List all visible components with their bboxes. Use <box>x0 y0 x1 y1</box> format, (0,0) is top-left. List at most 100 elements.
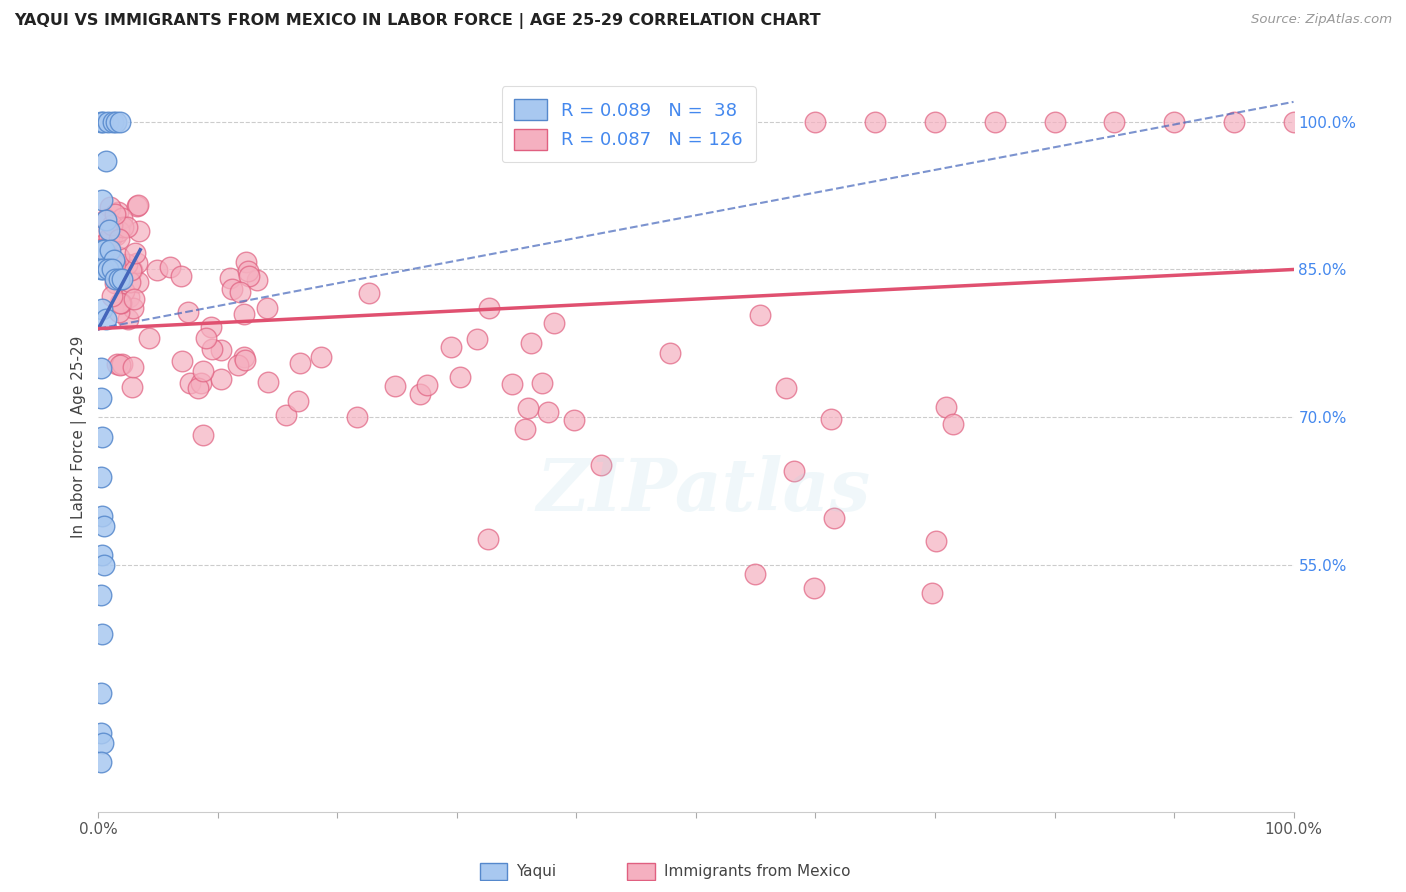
Point <box>121 379 143 393</box>
Point <box>107 272 129 286</box>
Point <box>256 301 278 316</box>
Point <box>93 227 115 241</box>
Text: Yaqui: Yaqui <box>516 864 557 879</box>
Point <box>110 296 132 310</box>
Point <box>1222 114 1246 128</box>
Point <box>209 343 232 357</box>
Point <box>94 213 117 227</box>
Point <box>98 223 121 237</box>
Point <box>783 464 806 478</box>
Point <box>359 285 381 300</box>
Point <box>110 261 132 276</box>
Point <box>107 204 129 219</box>
Point <box>823 511 845 525</box>
Point <box>100 218 122 232</box>
Point <box>235 255 257 269</box>
Point <box>105 358 128 372</box>
Point <box>984 114 1007 128</box>
Point <box>111 211 134 226</box>
Point <box>219 270 242 285</box>
Point <box>118 290 141 304</box>
Point <box>309 351 332 365</box>
Point <box>440 340 463 354</box>
Point <box>346 409 368 424</box>
Point <box>233 350 256 364</box>
Point <box>100 289 122 303</box>
Point <box>127 197 149 211</box>
Point <box>115 257 138 271</box>
Point <box>101 114 124 128</box>
Point <box>257 375 280 389</box>
Point <box>229 285 252 300</box>
Point <box>90 756 112 770</box>
Point <box>93 558 115 573</box>
Text: ZIPatlas: ZIPatlas <box>536 455 870 526</box>
Point <box>91 549 114 563</box>
Point <box>97 262 120 277</box>
Point <box>90 242 112 256</box>
Point <box>127 275 149 289</box>
Point <box>409 386 432 401</box>
Point <box>543 317 565 331</box>
Point <box>114 284 136 298</box>
Point <box>925 533 948 548</box>
Point <box>112 220 135 235</box>
Point <box>91 736 114 750</box>
Point <box>515 422 537 436</box>
Point <box>124 246 146 260</box>
Point <box>226 358 249 372</box>
Point <box>108 295 131 310</box>
Point <box>91 627 114 641</box>
Point <box>121 360 143 375</box>
Point <box>478 301 501 315</box>
Point <box>104 277 127 291</box>
Y-axis label: In Labor Force | Age 25-29: In Labor Force | Age 25-29 <box>72 336 87 538</box>
Point <box>138 331 160 345</box>
Point <box>942 417 965 431</box>
Point <box>287 393 309 408</box>
Point <box>477 533 499 547</box>
Point <box>531 376 554 390</box>
Point <box>121 301 143 315</box>
Point <box>91 114 114 128</box>
Point <box>93 250 115 264</box>
Point <box>209 372 232 386</box>
Point <box>1043 114 1066 128</box>
Point <box>104 207 127 221</box>
Point <box>93 236 115 251</box>
Point <box>90 686 112 700</box>
Point <box>201 342 224 356</box>
Point <box>90 391 112 405</box>
Point <box>110 262 132 277</box>
Point <box>98 231 121 245</box>
Point <box>1163 114 1185 128</box>
Point <box>232 307 254 321</box>
Point <box>91 262 114 277</box>
Point <box>90 726 112 740</box>
Point <box>235 352 257 367</box>
Point <box>276 408 298 422</box>
Point <box>91 243 114 257</box>
Point <box>103 252 125 267</box>
Point <box>104 257 127 271</box>
Point <box>501 376 523 391</box>
Point <box>803 581 825 595</box>
Point <box>111 261 134 276</box>
Point <box>104 271 127 285</box>
Point <box>94 311 117 326</box>
Point <box>177 305 200 319</box>
Point <box>924 114 946 128</box>
Point <box>94 212 117 227</box>
Point <box>863 114 887 128</box>
Text: Source: ZipAtlas.com: Source: ZipAtlas.com <box>1251 13 1392 27</box>
Point <box>97 254 120 268</box>
Point <box>744 567 766 582</box>
Point <box>519 335 541 350</box>
Point <box>537 405 560 419</box>
Point <box>104 227 127 242</box>
Point <box>108 114 131 128</box>
Point <box>288 356 311 370</box>
Text: YAQUI VS IMMIGRANTS FROM MEXICO IN LABOR FORCE | AGE 25-29 CORRELATION CHART: YAQUI VS IMMIGRANTS FROM MEXICO IN LABOR… <box>14 13 821 29</box>
Point <box>93 518 115 533</box>
Point <box>200 319 222 334</box>
